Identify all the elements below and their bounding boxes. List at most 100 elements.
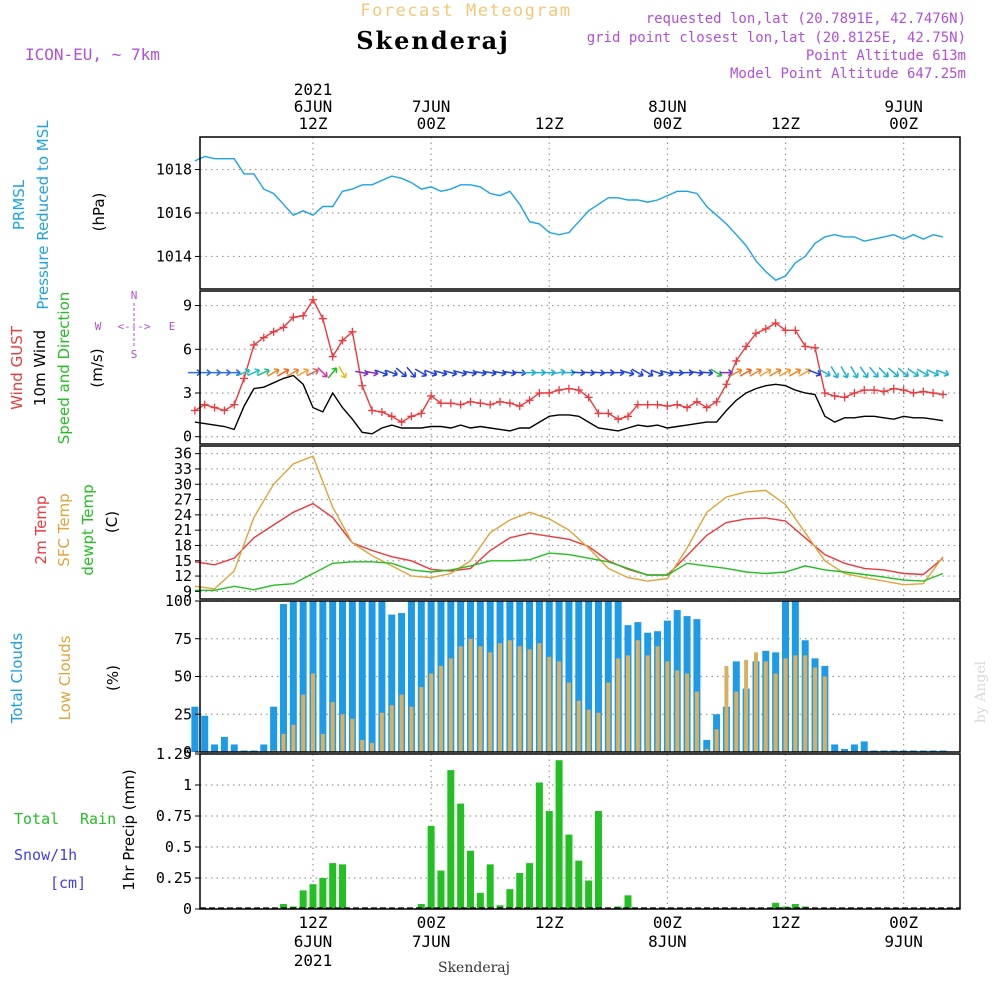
- y-tick-label: 18: [174, 536, 192, 554]
- wind-arrow: [277, 368, 290, 377]
- wind-arrow: [338, 366, 347, 379]
- rain-bar: [417, 904, 425, 909]
- low-cloud-bar: [557, 661, 562, 752]
- rain-bar: [299, 890, 307, 909]
- series-line-2m-temp: [194, 502, 944, 576]
- gust-marker: [850, 389, 859, 397]
- gust-marker: [259, 333, 268, 342]
- y-tick-label: 1: [183, 776, 192, 794]
- gust-marker: [190, 406, 199, 415]
- rain-bar: [594, 811, 602, 909]
- time-label-bottom: 7JUN: [412, 932, 451, 951]
- total-cloud-bar: [319, 601, 327, 752]
- low-cloud-bar: [773, 673, 778, 752]
- label-rain: Rain: [80, 810, 116, 828]
- wind-arrow: [414, 368, 428, 377]
- time-label-bottom: 6JUN: [294, 932, 333, 951]
- wind-arrow-shape: [926, 368, 940, 377]
- gust-marker: [761, 324, 770, 333]
- gust-marker: [505, 399, 514, 408]
- wind-arrow-shape: [641, 368, 654, 377]
- gust-marker: [702, 403, 711, 412]
- low-cloud-bar: [291, 724, 296, 752]
- wind-arrow: [818, 368, 831, 377]
- y-tick-label: 33: [174, 460, 192, 478]
- label-10m-wind: 10m Wind: [31, 330, 49, 406]
- time-label-top: 8JUN: [648, 97, 687, 116]
- wind-arrow: [779, 368, 792, 377]
- gust-marker: [446, 399, 455, 408]
- chart-marks: [187, 155, 960, 909]
- y-tick-label: 1.25: [156, 745, 192, 763]
- gust-marker: [318, 314, 327, 323]
- rain-bar: [279, 904, 287, 909]
- rain-bar: [506, 889, 514, 909]
- series-line-wind-gust: [194, 298, 944, 423]
- y-tick-label: 12: [174, 567, 192, 585]
- label-prmsl: PRMSL: [10, 179, 28, 230]
- low-cloud-bar: [498, 643, 503, 752]
- gust-marker: [594, 409, 603, 418]
- wind-arrow: [729, 368, 743, 377]
- wind-arrow: [355, 369, 369, 377]
- time-label-top: 6JUN: [294, 97, 333, 116]
- point-altitude: Point Altitude 613m: [806, 48, 966, 64]
- total-cloud-bar: [358, 601, 366, 752]
- wind-arrow-shape: [729, 368, 743, 377]
- y-tick-label: 100: [165, 592, 192, 610]
- gust-marker: [486, 400, 495, 409]
- total-cloud-bar: [870, 750, 878, 752]
- label-low-clouds: Low Clouds: [56, 635, 74, 720]
- wind-arrow-shape: [621, 369, 635, 377]
- compass-north: N: [131, 289, 138, 302]
- total-cloud-bar: [841, 748, 849, 752]
- gust-marker: [939, 390, 948, 399]
- time-label-bottom: 2021: [294, 951, 333, 970]
- low-cloud-bar: [665, 661, 670, 752]
- time-label-top: 00Z: [417, 114, 446, 133]
- rain-bar: [555, 760, 563, 909]
- total-cloud-bar: [850, 744, 858, 752]
- wind-arrow-shape: [859, 366, 869, 379]
- rain-bar: [437, 870, 445, 909]
- rain-bar: [467, 850, 475, 909]
- total-cloud-bar: [220, 736, 228, 752]
- wind-arrow-shape: [631, 368, 644, 377]
- series-line-prmsl: [194, 155, 944, 282]
- y-tick-label: 0.75: [156, 807, 192, 825]
- total-cloud-bar: [900, 750, 908, 752]
- model-name: ICON-EU, ~ 7km: [25, 45, 160, 64]
- axis-labels: 1014101610180369912151821242730333602550…: [156, 80, 923, 970]
- time-label-top: 12Z: [299, 114, 328, 133]
- gust-marker: [387, 412, 396, 421]
- wind-arrow: [327, 367, 338, 379]
- time-label-top: 7JUN: [412, 97, 451, 116]
- series-line-sfc-temp: [194, 455, 944, 590]
- gust-marker: [614, 415, 623, 424]
- low-cloud-bar: [478, 646, 483, 752]
- gust-marker: [653, 400, 662, 409]
- low-cloud-bar: [340, 714, 345, 752]
- gust-marker: [545, 389, 554, 397]
- low-cloud-bar: [458, 646, 463, 752]
- y-tick-label: 3: [183, 384, 192, 402]
- wind-arrow-shape: [317, 367, 328, 378]
- wind-arrow: [859, 366, 869, 379]
- low-cloud-bar: [606, 682, 611, 752]
- rain-bar: [516, 873, 524, 909]
- total-cloud-bar: [565, 601, 573, 752]
- total-cloud-bar: [230, 744, 238, 752]
- low-cloud-bar: [527, 649, 532, 752]
- wind-arrow-shape: [878, 367, 889, 378]
- wind-arrow: [227, 369, 241, 377]
- gust-marker: [742, 342, 751, 351]
- label-dewpt-temp: dewpt Temp: [79, 484, 97, 575]
- total-cloud-bar: [417, 601, 425, 752]
- rain-bar: [496, 905, 504, 909]
- low-cloud-bar: [507, 640, 512, 752]
- rain-bar: [457, 803, 465, 909]
- wind-arrow: [384, 369, 399, 377]
- y-tick-label: 1016: [156, 204, 192, 222]
- total-cloud-bar: [939, 750, 947, 752]
- series-line-10m-wind: [194, 374, 944, 435]
